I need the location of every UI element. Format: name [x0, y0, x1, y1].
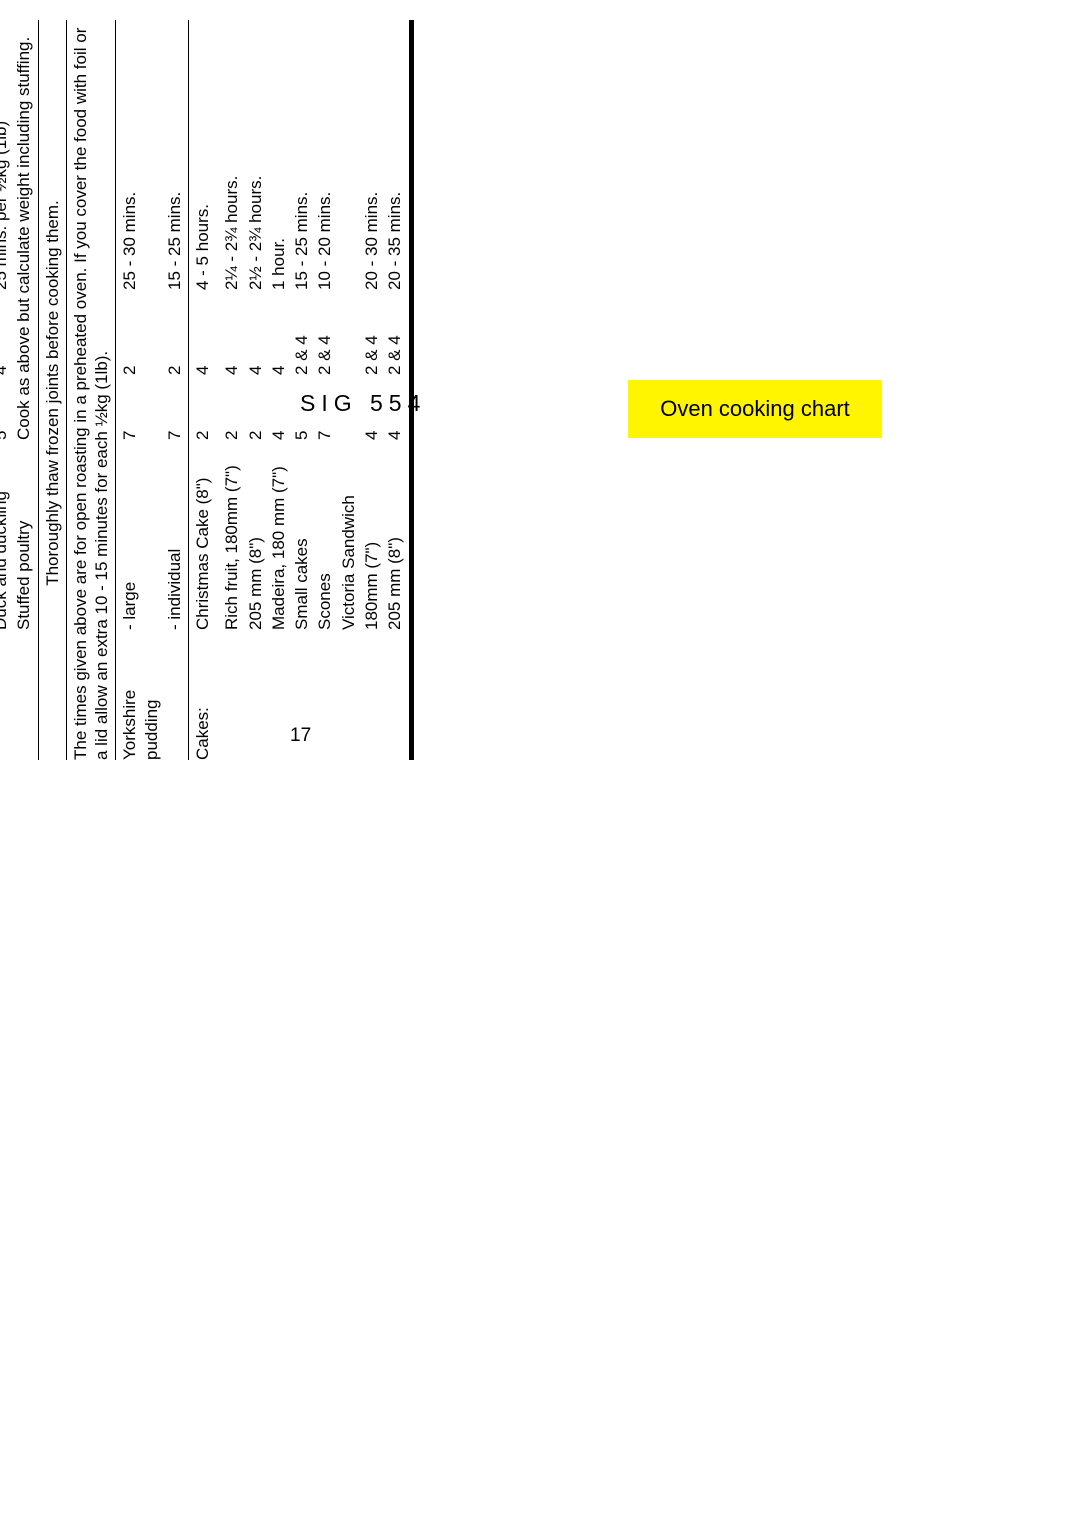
time-cell: 2¼ - 2¾ hours. — [220, 20, 243, 290]
shelf-cell: 2 & 4 — [383, 290, 412, 375]
item-cell: 180mm (7") — [360, 440, 383, 630]
shelf-cell: 2 — [116, 290, 163, 375]
category-cell: Yorkshire pudding — [116, 630, 163, 760]
shelf-cell: 2 & 4 — [360, 290, 383, 375]
time-cell: 4 - 5 hours. — [189, 20, 215, 290]
table-row: Victoria Sandwich — [337, 20, 360, 760]
shelf-cell — [337, 290, 360, 375]
gas-cell: 4 — [383, 375, 412, 440]
item-cell: Small cakes — [290, 440, 313, 630]
cooking-chart-table: Food Gasmark Shelfposition Approximateco… — [0, 20, 414, 760]
gas-cell — [337, 375, 360, 440]
shelf-cell: 4 — [0, 290, 12, 375]
shelf-cell: 2 & 4 — [313, 290, 336, 375]
roasting-note: The times given above are for open roast… — [66, 20, 116, 760]
shelf-cell: 4 — [244, 290, 267, 375]
table-row: Stuffed poultryCook as above but calcula… — [12, 20, 38, 760]
table-row: 205 mm (8")242½ - 2¾ hours. — [244, 20, 267, 760]
item-cell: Christmas Cake (8") — [189, 440, 215, 630]
gas-cell: 2 — [220, 375, 243, 440]
item-cell: Duck and duckling — [0, 440, 12, 630]
table-row: Scones72 & 410 - 20 mins. — [313, 20, 336, 760]
time-cell: 25 mins. per ½kg (1lb) — [0, 20, 12, 290]
table-row: Yorkshire pudding- large7225 - 30 mins. — [116, 20, 163, 760]
time-cell: 1 hour. — [267, 20, 290, 290]
gas-cell: 2 — [189, 375, 215, 440]
gas-cell: 5 — [290, 375, 313, 440]
section-title-highlight: Oven cooking chart — [628, 380, 882, 438]
gas-cell: 4 — [267, 375, 290, 440]
item-cell: - large — [116, 440, 163, 630]
time-cell: 10 - 20 mins. — [313, 20, 336, 290]
item-cell: 205 mm (8") — [383, 440, 412, 630]
time-cell: 25 - 30 mins. — [116, 20, 163, 290]
item-cell: - individual — [163, 440, 189, 630]
time-cell: 15 - 25 mins. — [290, 20, 313, 290]
table-row: 180mm (7")42 & 420 - 30 mins. — [360, 20, 383, 760]
table-row: 205 mm (8")42 & 420 - 35 mins. — [383, 20, 412, 760]
gas-cell: 5 — [0, 375, 12, 440]
item-cell: Victoria Sandwich — [337, 440, 360, 630]
time-cell: 15 - 25 mins. — [163, 20, 189, 290]
page-root: SIG 554 17 Oven cooking chart Food Gasma… — [0, 0, 1080, 1528]
shelf-cell: 2 & 4 — [290, 290, 313, 375]
thaw-note: Thoroughly thaw frozen joints before coo… — [38, 20, 66, 760]
table-row: Madeira, 180 mm (7")441 hour. — [267, 20, 290, 760]
item-cell: Madeira, 180 mm (7") — [267, 440, 290, 630]
shelf-cell: 2 — [163, 290, 189, 375]
shelf-cell: 4 — [267, 290, 290, 375]
table-row: Small cakes52 & 415 - 25 mins. — [290, 20, 313, 760]
shelf-cell: 4 — [220, 290, 243, 375]
table-row: - individual7215 - 25 mins. — [163, 20, 189, 760]
note-cell: Cook as above but calculate weight inclu… — [12, 20, 38, 440]
item-cell: Scones — [313, 440, 336, 630]
item-cell: 205 mm (8") — [244, 440, 267, 630]
gas-cell: 7 — [313, 375, 336, 440]
item-cell: Rich fruit, 180mm (7") — [220, 440, 243, 630]
time-cell: 20 - 35 mins. — [383, 20, 412, 290]
table-row: Cakes:Christmas Cake (8")244 - 5 hours. — [189, 20, 215, 760]
table-row: The times given above are for open roast… — [66, 20, 116, 760]
table-row: Thoroughly thaw frozen joints before coo… — [38, 20, 66, 760]
table-body: Poultry:Chicken5420 mins. per ½kg (1lb) … — [0, 20, 412, 760]
gas-cell: 4 — [360, 375, 383, 440]
gas-cell: 2 — [244, 375, 267, 440]
category-cell: Cakes: — [189, 630, 215, 760]
table-row: Rich fruit, 180mm (7")242¼ - 2¾ hours. — [220, 20, 243, 760]
gas-cell: 7 — [116, 375, 163, 440]
gas-cell: 7 — [163, 375, 189, 440]
shelf-cell: 4 — [189, 290, 215, 375]
rotated-table-region: Food Gasmark Shelfposition Approximateco… — [0, 20, 414, 760]
section-title-text: Oven cooking chart — [660, 396, 850, 422]
time-cell — [337, 20, 360, 290]
table-row: Duck and duckling5425 mins. per ½kg (1lb… — [0, 20, 12, 760]
time-cell: 2½ - 2¾ hours. — [244, 20, 267, 290]
item-cell: Stuffed poultry — [12, 440, 38, 630]
time-cell: 20 - 30 mins. — [360, 20, 383, 290]
